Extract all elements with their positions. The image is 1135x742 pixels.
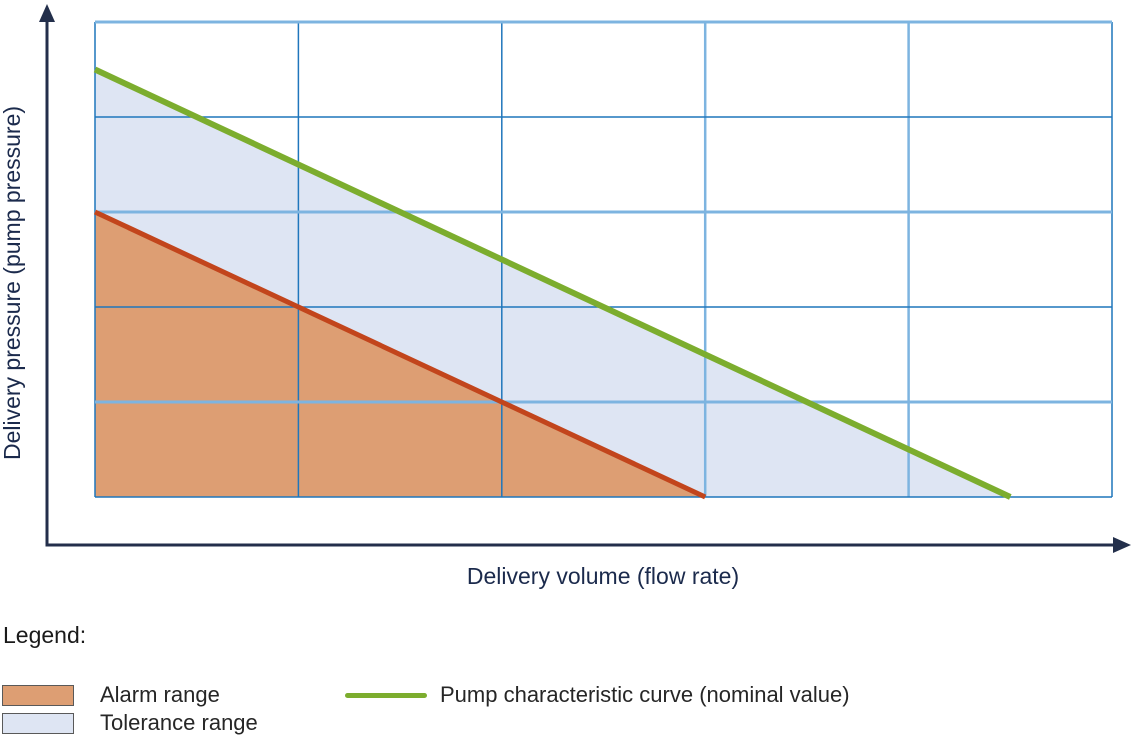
- alarm-range-label: Alarm range: [100, 682, 220, 707]
- y-axis-label: Delivery pressure (pump pressure): [0, 106, 25, 460]
- x-axis-arrowhead-icon: [1113, 537, 1131, 553]
- nominal-curve-label: Pump characteristic curve (nominal value…: [440, 682, 850, 707]
- pump-characteristic-curve-nominal-value-line: [93, 66, 1012, 500]
- tolerance-range-label: Tolerance range: [100, 710, 258, 735]
- legend-item-alarm-range: Alarm range: [2, 682, 220, 707]
- alarm-range-boundary-line: [93, 209, 707, 500]
- alarm-range-swatch: [2, 684, 74, 706]
- pump-chart-canvas: Delivery pressure (pump pressure) Delive…: [0, 4, 1131, 589]
- tolerance-range-swatch: [2, 712, 74, 734]
- legend-item-tolerance-range: Tolerance range: [2, 710, 258, 735]
- y-axis-arrowhead-icon: [39, 4, 55, 22]
- legend-title: Legend:: [3, 622, 87, 648]
- x-axis-label: Delivery volume (flow rate): [467, 563, 739, 589]
- nominal-curve-line-swatch: [345, 692, 427, 698]
- legend: Legend: Alarm range Tolerance range Pump…: [0, 618, 1135, 742]
- legend-item-nominal-curve: Pump characteristic curve (nominal value…: [345, 682, 850, 707]
